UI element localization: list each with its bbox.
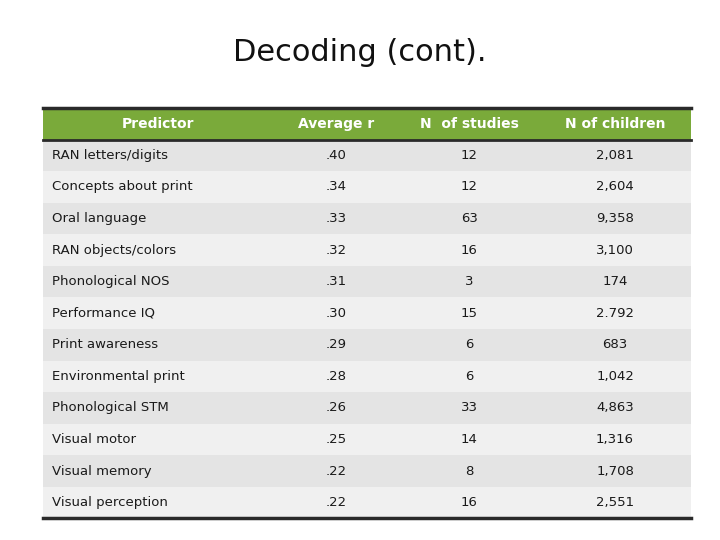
Text: .28: .28 xyxy=(326,370,347,383)
Text: 3: 3 xyxy=(465,275,474,288)
Bar xyxy=(43,108,691,139)
Bar xyxy=(43,234,691,266)
Text: N  of studies: N of studies xyxy=(420,117,518,131)
Text: 1,042: 1,042 xyxy=(596,370,634,383)
Bar xyxy=(43,487,691,518)
Text: Concepts about print: Concepts about print xyxy=(52,180,192,193)
Text: Environmental print: Environmental print xyxy=(52,370,184,383)
Text: 12: 12 xyxy=(461,180,478,193)
Bar xyxy=(43,202,691,234)
Text: Phonological STM: Phonological STM xyxy=(52,401,168,414)
Text: 14: 14 xyxy=(461,433,477,446)
Text: 63: 63 xyxy=(461,212,477,225)
Text: 2,551: 2,551 xyxy=(596,496,634,509)
Text: Print awareness: Print awareness xyxy=(52,338,158,351)
Text: Phonological NOS: Phonological NOS xyxy=(52,275,169,288)
Text: .22: .22 xyxy=(326,496,347,509)
Text: 2,604: 2,604 xyxy=(596,180,634,193)
Text: .22: .22 xyxy=(326,464,347,477)
Text: Visual motor: Visual motor xyxy=(52,433,136,446)
Text: RAN objects/colors: RAN objects/colors xyxy=(52,244,176,256)
Text: .33: .33 xyxy=(326,212,347,225)
Text: 12: 12 xyxy=(461,149,478,162)
Bar xyxy=(43,139,691,171)
Text: 1,316: 1,316 xyxy=(596,433,634,446)
Text: .25: .25 xyxy=(326,433,347,446)
Bar xyxy=(43,455,691,487)
Text: .29: .29 xyxy=(326,338,347,351)
Text: 683: 683 xyxy=(603,338,628,351)
Text: 2.792: 2.792 xyxy=(596,307,634,320)
Bar xyxy=(43,298,691,329)
Text: 1,708: 1,708 xyxy=(596,464,634,477)
Text: .26: .26 xyxy=(326,401,347,414)
Text: Average r: Average r xyxy=(298,117,374,131)
Text: 15: 15 xyxy=(461,307,478,320)
Text: N of children: N of children xyxy=(564,117,665,131)
Bar xyxy=(43,424,691,455)
Text: 8: 8 xyxy=(465,464,474,477)
Text: 9,358: 9,358 xyxy=(596,212,634,225)
Text: 3,100: 3,100 xyxy=(596,244,634,256)
Bar xyxy=(43,361,691,392)
Bar xyxy=(43,266,691,298)
Text: 4,863: 4,863 xyxy=(596,401,634,414)
Text: Decoding (cont).: Decoding (cont). xyxy=(233,38,487,67)
Text: Visual memory: Visual memory xyxy=(52,464,151,477)
Text: 16: 16 xyxy=(461,244,477,256)
Bar xyxy=(43,329,691,361)
Text: 6: 6 xyxy=(465,370,474,383)
Text: Performance IQ: Performance IQ xyxy=(52,307,155,320)
Text: .40: .40 xyxy=(326,149,347,162)
Text: .32: .32 xyxy=(326,244,347,256)
Text: 2,081: 2,081 xyxy=(596,149,634,162)
Text: 6: 6 xyxy=(465,338,474,351)
Text: 174: 174 xyxy=(603,275,628,288)
Text: 16: 16 xyxy=(461,496,477,509)
Text: Predictor: Predictor xyxy=(122,117,194,131)
Text: Visual perception: Visual perception xyxy=(52,496,168,509)
Text: .34: .34 xyxy=(326,180,347,193)
Text: .30: .30 xyxy=(326,307,347,320)
Text: Oral language: Oral language xyxy=(52,212,146,225)
Bar xyxy=(43,171,691,202)
Bar xyxy=(43,392,691,424)
Text: 33: 33 xyxy=(461,401,478,414)
Text: RAN letters/digits: RAN letters/digits xyxy=(52,149,168,162)
Text: .31: .31 xyxy=(326,275,347,288)
